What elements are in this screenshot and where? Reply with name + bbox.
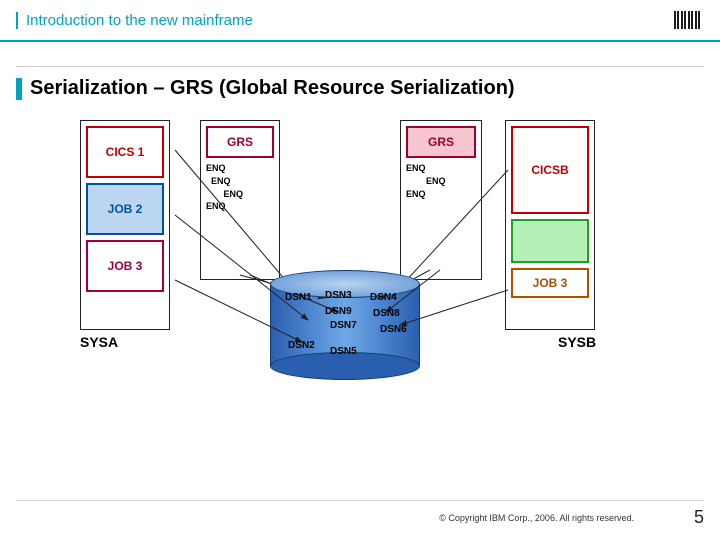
sysb-label: SYSB [558, 334, 596, 350]
sysa-stack: CICS 1JOB 2JOB 3 [80, 120, 170, 330]
page-title: Serialization – GRS (Global Resource Ser… [30, 77, 515, 100]
enq-text: ENQ [406, 176, 476, 187]
dsn-label: DSN3 [325, 290, 352, 301]
grs-right-box: GRS [406, 126, 476, 158]
page-number: 5 [694, 507, 704, 528]
enq-text: ENQ [206, 201, 274, 212]
copyright-text: © Copyright IBM Corp., 2006. All rights … [439, 513, 634, 523]
enq-text: ENQ [206, 189, 274, 200]
enq-text: ENQ [406, 163, 476, 174]
title-accent-bar [16, 78, 22, 100]
ibm-logo [674, 11, 705, 29]
logo-bars-icon [674, 11, 701, 29]
enq-text: ENQ [206, 176, 274, 187]
dsn-label: DSN6 [380, 324, 407, 335]
grs-right-stack: GRS ENQ ENQ ENQ [400, 120, 482, 280]
sysb-box: CICSB [511, 126, 589, 214]
sysa-box: CICS 1 [86, 126, 164, 178]
dsn-label: DSN9 [325, 306, 352, 317]
sysa-box: JOB 3 [86, 240, 164, 292]
dsn-label: DSN7 [330, 320, 357, 331]
enq-text: ENQ [406, 189, 476, 200]
dsn-label: DSN4 [370, 292, 397, 303]
dsn-label: DSN1 [285, 292, 312, 303]
title-row: Serialization – GRS (Global Resource Ser… [16, 66, 704, 100]
grs-left-stack: GRSENQ ENQ ENQENQ [200, 120, 280, 280]
sysb-box: JOB 3 [511, 268, 589, 298]
sysa-label: SYSA [80, 334, 118, 350]
dsn-label: DSN2 [288, 340, 315, 351]
dsn-label: DSN5 [330, 346, 357, 357]
footer: © Copyright IBM Corp., 2006. All rights … [16, 500, 704, 528]
enq-text: ENQ [206, 163, 274, 174]
dsn-label: DSN8 [373, 308, 400, 319]
header-subtitle: Introduction to the new mainframe [16, 12, 253, 29]
diagram: CICS 1JOB 2JOB 3 SYSA GRSENQ ENQ ENQENQ … [80, 120, 670, 420]
grs-left-box: GRS [206, 126, 274, 158]
header: Introduction to the new mainframe [0, 0, 720, 42]
sysb-box [511, 219, 589, 263]
sysb-stack: CICSB JOB 3 [505, 120, 595, 330]
sysa-box: JOB 2 [86, 183, 164, 235]
